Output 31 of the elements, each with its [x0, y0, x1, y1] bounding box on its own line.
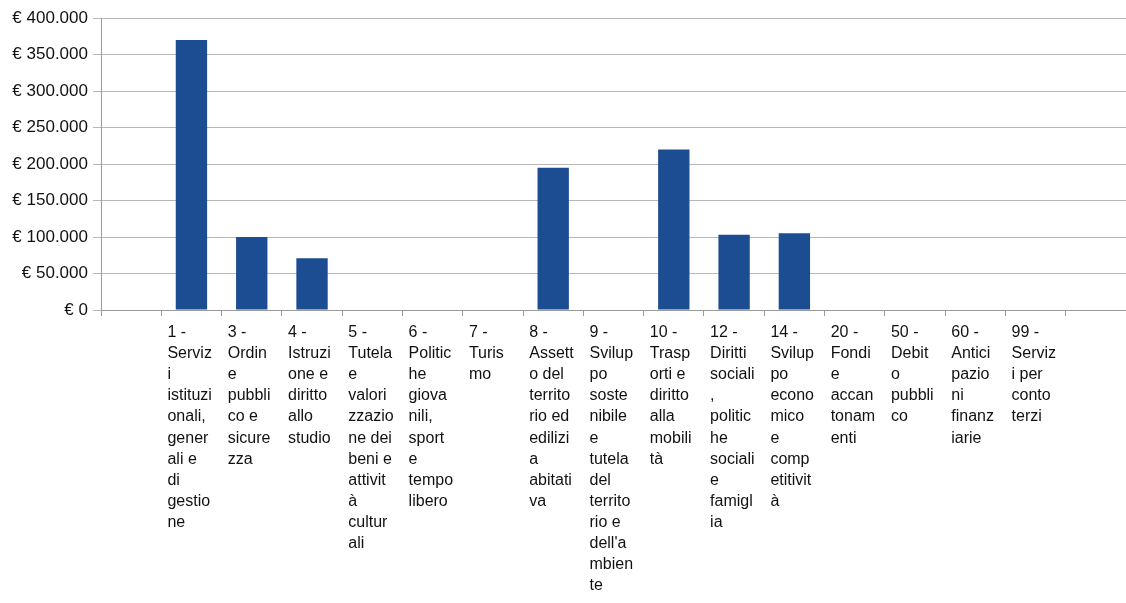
- y-tick-label: € 0: [64, 299, 88, 319]
- bar: [175, 39, 208, 310]
- y-tick-label: € 350.000: [12, 44, 88, 64]
- category-label: 8 - Assetto del territorio ed edilizia abitativa: [529, 322, 574, 509]
- category-label: 1 - Servizi istituzionali, generali e di gestione: [167, 322, 212, 531]
- bar: [236, 237, 268, 310]
- x-tick-label: 60 - Anticipazioni finanziarie: [951, 322, 994, 446]
- bar: [658, 149, 690, 310]
- bar: [296, 258, 328, 310]
- x-tick-label: 20 - Fondi e accantonamenti: [830, 322, 876, 446]
- x-tick-label: 3 - Ordine pubblico e sicurezza: [227, 322, 271, 467]
- x-tick-label: 10 - Trasporti e diritto alla mobilità: [649, 322, 692, 467]
- y-tick-label: € 400.000: [12, 7, 88, 27]
- y-tick-label: € 250.000: [12, 117, 88, 137]
- category-label: 12 - Diritti sociali, politiche sociali e famiglia: [710, 322, 755, 531]
- bar: [778, 233, 811, 310]
- category-label: 14 - Sviluppo economico e competitività: [770, 322, 814, 509]
- x-tick-label: 7 - Turismo: [468, 322, 504, 383]
- bar: [537, 167, 569, 310]
- y-tick-label: € 300.000: [12, 80, 88, 100]
- category-label: 6 - Politiche giovanili, sport e tempo libero: [408, 322, 454, 509]
- x-tick-label: 4 - Istruzione e diritto allo studio: [288, 322, 331, 446]
- y-tick-label: € 200.000: [12, 153, 88, 173]
- bar: [718, 234, 750, 310]
- y-tick-label: € 100.000: [12, 226, 88, 246]
- category-label: 9 - Sviluppo sostenibile e tutela del territorio e dell'ambiente: [589, 322, 634, 594]
- x-tick-label: 50 - Debito pubblico: [890, 322, 934, 425]
- category-label: 5 - Tutela e valorizzazione dei beni e attività culturali: [348, 322, 394, 552]
- y-tick-label: € 150.000: [12, 190, 88, 210]
- y-tick-label: € 50.000: [21, 263, 88, 283]
- x-tick-label: 99 - Servizi per conto terzi: [1011, 322, 1057, 425]
